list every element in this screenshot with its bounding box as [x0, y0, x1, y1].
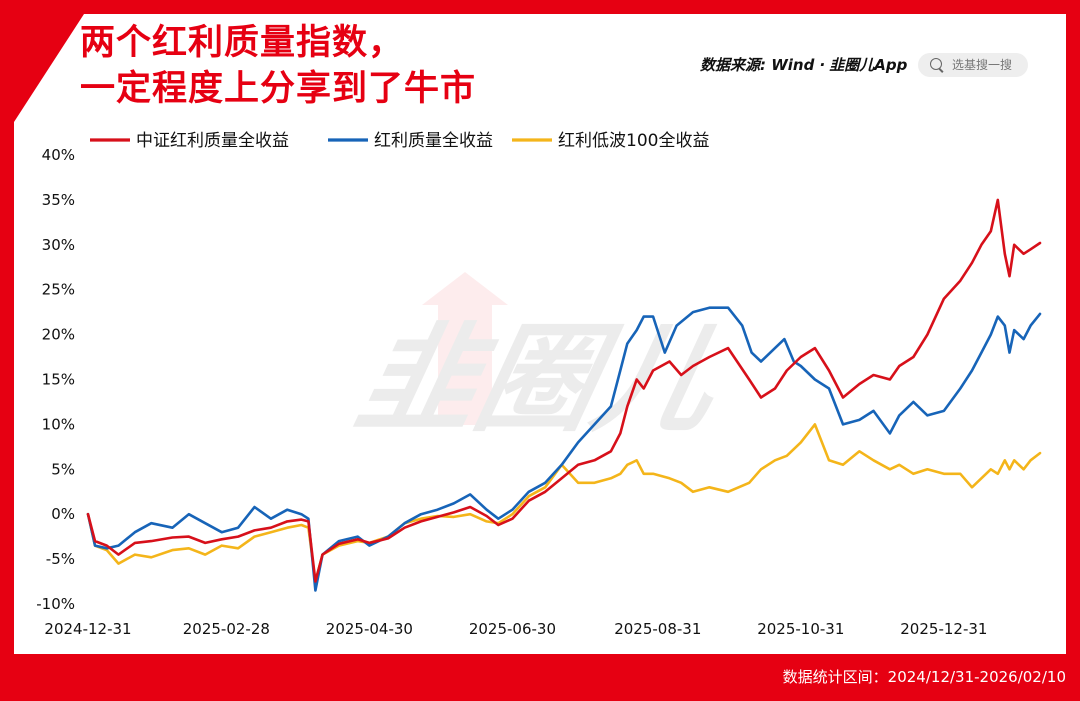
watermark-text: 韭圈儿: [346, 311, 733, 448]
x-axis: 2024-12-31 2025-02-28 2025-04-30 2025-06-30…: [44, 620, 987, 638]
y-axis: -10% -5% 0% 5% 10% 15% 20% 25% 30% 35% 40%: [36, 146, 75, 613]
search-icon: [930, 58, 942, 70]
source-brand: 韭圈儿App: [829, 56, 908, 74]
search-box[interactable]: 选基搜一搜: [918, 53, 1028, 77]
title-line-2: 一定程度上分享到了牛市: [80, 69, 477, 109]
search-placeholder: 选基搜一搜: [952, 58, 1013, 72]
series-line: [86, 198, 1042, 583]
watermark: 韭圈儿: [346, 272, 733, 449]
y-tick-label: 5%: [51, 460, 75, 478]
legend-label: 红利低波100全收益: [558, 131, 709, 151]
x-tick-label: 2025-04-30: [326, 620, 413, 638]
y-tick-label: 0%: [51, 505, 75, 523]
series-line: [86, 306, 1042, 592]
x-tick-label: 2024-12-31: [44, 620, 131, 638]
title-line-1: 两个红利质量指数，: [80, 23, 405, 63]
y-tick-label: -5%: [46, 550, 75, 568]
x-tick-label: 2025-08-31: [614, 620, 701, 638]
y-tick-label: 30%: [42, 236, 75, 254]
y-tick-label: 15%: [42, 371, 75, 389]
chart-title: 两个红利质量指数， 一定程度上分享到了牛市: [80, 20, 476, 112]
x-tick-label: 2025-10-31: [757, 620, 844, 638]
legend-label: 红利质量全收益: [374, 131, 493, 151]
y-tick-label: 40%: [42, 146, 75, 164]
y-tick-label: 25%: [42, 281, 75, 299]
source-label: 数据来源: Wind ·: [700, 56, 826, 74]
x-tick-label: 2025-06-30: [469, 620, 556, 638]
y-tick-label: 35%: [42, 191, 75, 209]
y-tick-label: -10%: [36, 595, 75, 613]
footer-date-range: 数据统计区间：2024/12/31-2026/02/10: [782, 668, 1066, 686]
series-group: [86, 198, 1042, 592]
x-tick-label: 2025-12-31: [900, 620, 987, 638]
x-tick-label: 2025-02-28: [183, 620, 270, 638]
legend-label: 中证红利质量全收益: [136, 131, 289, 151]
y-tick-label: 10%: [42, 415, 75, 433]
legend: 中证红利质量全收益 红利质量全收益 红利低波100全收益: [90, 131, 709, 151]
series-line: [86, 423, 1042, 583]
watermark-arrow: [422, 272, 508, 425]
corner-accent: [14, 14, 84, 122]
y-tick-label: 20%: [42, 326, 75, 344]
data-source: 数据来源: Wind · 韭圈儿App: [700, 54, 907, 75]
